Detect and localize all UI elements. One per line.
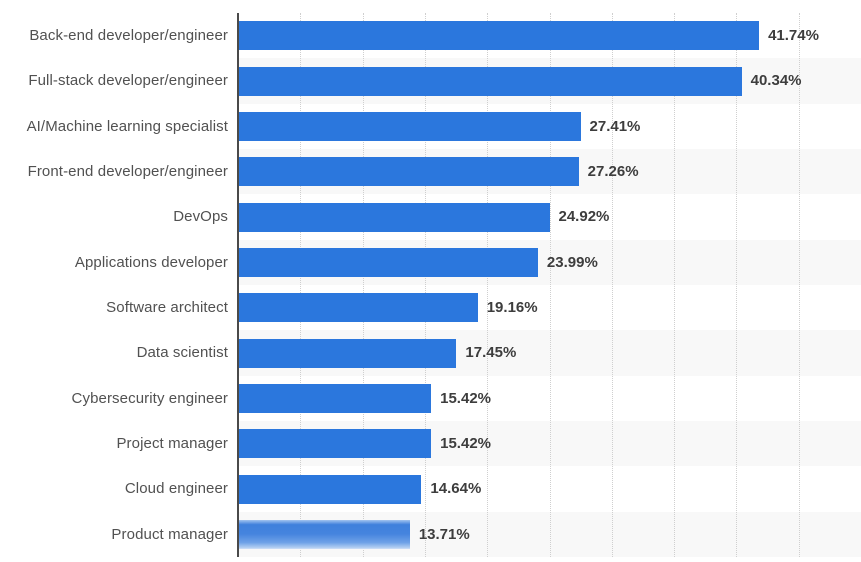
category-label: Product manager <box>111 525 228 543</box>
bar[interactable] <box>239 66 742 96</box>
value-label: 13.71% <box>418 525 470 543</box>
category-label: AI/Machine learning specialist <box>26 117 228 135</box>
category-label: Software architect <box>106 299 228 317</box>
bar[interactable] <box>239 429 432 459</box>
bar[interactable] <box>239 21 760 51</box>
value-label: 19.16% <box>486 299 538 317</box>
bar[interactable] <box>239 474 422 504</box>
value-label: 41.74% <box>768 27 819 45</box>
value-label: 27.26% <box>587 163 639 181</box>
category-label: Cybersecurity engineer <box>71 389 228 407</box>
value-label: 27.41% <box>589 117 641 135</box>
category-label: Applications developer <box>74 253 228 271</box>
bar[interactable] <box>239 519 410 549</box>
value-label: 17.45% <box>465 344 517 362</box>
value-label: 15.42% <box>440 389 491 407</box>
bar[interactable] <box>239 202 550 232</box>
bar[interactable] <box>239 247 538 277</box>
category-label: Back-end developer/engineer <box>29 27 228 45</box>
category-label: DevOps <box>173 208 228 226</box>
category-label: Project manager <box>116 435 228 453</box>
bar[interactable] <box>239 293 478 323</box>
bar[interactable] <box>239 383 432 413</box>
category-label: Data scientist <box>136 344 228 362</box>
value-label: 40.34% <box>750 72 802 90</box>
value-label: 23.99% <box>546 253 598 271</box>
category-label: Cloud engineer <box>124 480 228 498</box>
bar[interactable] <box>239 111 581 141</box>
bar[interactable] <box>239 157 579 187</box>
category-label: Full-stack developer/engineer <box>28 72 228 90</box>
value-label: 15.42% <box>440 435 491 453</box>
bar[interactable] <box>239 338 457 368</box>
category-label: Front-end developer/engineer <box>27 163 228 181</box>
value-label: 24.92% <box>558 208 610 226</box>
value-label: 14.64% <box>430 480 482 498</box>
